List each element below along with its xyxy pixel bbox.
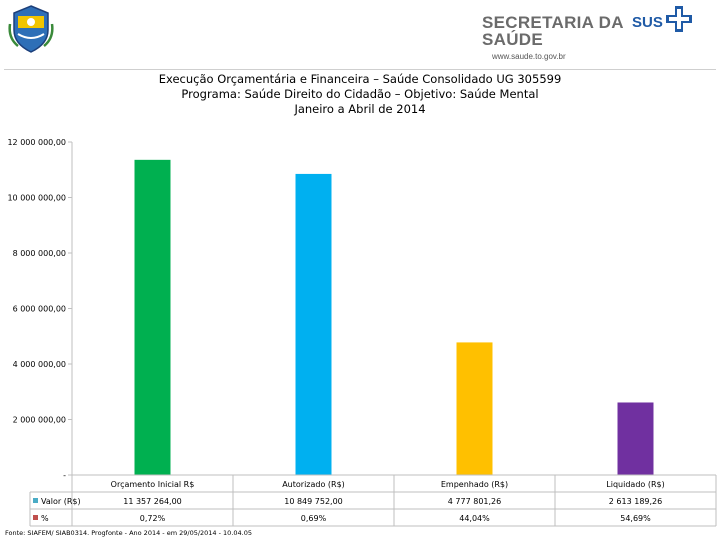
bar-4 <box>617 402 654 475</box>
bar-1 <box>134 159 171 475</box>
sus-logo-text: SUS <box>632 14 663 31</box>
secretaria-logo-line1: SECRETARIA DA <box>482 13 624 32</box>
sus-logo: SUS <box>632 6 692 32</box>
y-tick-label: 4 000 000,00 <box>13 360 66 369</box>
title-line-2: Programa: Saúde Direito do Cidadão – Obj… <box>181 87 539 101</box>
data-label: 44,04% <box>459 514 490 523</box>
category-label: Liquidado (R$) <box>606 480 664 489</box>
data-label: 11 357 264,00 <box>123 497 182 506</box>
secretaria-logo-line2: SAÚDE <box>482 30 544 49</box>
category-label: Orçamento Inicial R$ <box>111 480 195 489</box>
data-label: 0,72% <box>140 514 166 523</box>
y-tick-label: 2 000 000,00 <box>13 416 66 425</box>
y-tick-label: 8 000 000,00 <box>13 249 66 258</box>
title-line-3: Janeiro a Abril de 2014 <box>294 102 426 116</box>
y-tick-label: 10 000 000,00 <box>7 194 66 203</box>
y-tick-label: 12 000 000,00 <box>7 138 66 147</box>
row-label: % <box>41 514 49 523</box>
legend-marker <box>33 515 38 520</box>
header-divider <box>4 69 716 70</box>
secretaria-logo: SECRETARIA DA SAÚDE www.saude.to.gov.br <box>482 14 624 61</box>
data-label: 0,69% <box>301 514 327 523</box>
header: SECRETARIA DA SAÚDE www.saude.to.gov.br … <box>0 0 720 70</box>
bar-3 <box>456 342 493 475</box>
data-label: 54,69% <box>620 514 651 523</box>
source-footnote: Fonte: SIAFEM/ SIAB0314. Progfonte - Ano… <box>5 529 252 537</box>
title-line-1: Execução Orçamentária e Financeira – Saú… <box>158 72 562 86</box>
row-label: Valor (R$) <box>41 497 81 506</box>
chart-title: Execução Orçamentária e Financeira – Saú… <box>60 72 660 117</box>
data-label: 2 613 189,26 <box>609 497 662 506</box>
data-label: 10 849 752,00 <box>284 497 343 506</box>
category-label: Empenhado (R$) <box>441 480 508 489</box>
website-url: www.saude.to.gov.br <box>492 52 566 61</box>
data-label: 4 777 801,26 <box>448 497 501 506</box>
category-label: Autorizado (R$) <box>282 480 345 489</box>
legend-marker <box>33 498 38 503</box>
bar-2 <box>295 173 332 476</box>
y-tick-label: - <box>63 471 66 480</box>
sus-cross-icon <box>666 6 692 32</box>
state-coat-of-arms-logo <box>8 5 54 53</box>
y-tick-label: 6 000 000,00 <box>13 305 66 314</box>
